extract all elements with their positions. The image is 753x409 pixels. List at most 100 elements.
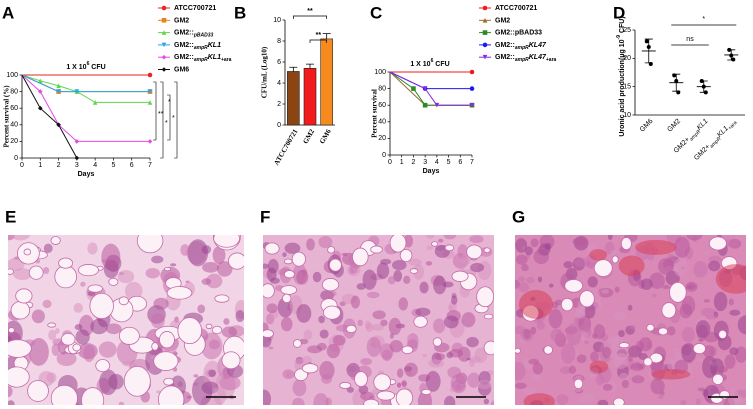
tissue-blob (326, 343, 340, 359)
legend-marker (161, 18, 167, 23)
tissue-blob (515, 254, 528, 265)
marker (92, 100, 98, 105)
series-line (21, 74, 78, 159)
alveolar-space (8, 366, 30, 388)
tissue-blob (566, 323, 582, 346)
alveolar-space (87, 284, 103, 293)
y-axis-label-part: CFU) (619, 16, 626, 35)
x-tick-label: GM6 (639, 118, 655, 134)
tissue-blob (443, 315, 459, 329)
data-point (674, 79, 679, 83)
tissue-blob (380, 319, 388, 327)
tissue-blob (170, 263, 177, 267)
tissue-blob (526, 276, 535, 284)
legend-marker (161, 67, 167, 72)
alveolar-space (401, 345, 414, 355)
tissue-blob (105, 323, 122, 335)
tissue-blob (474, 347, 488, 363)
y-tick-label: 15 (623, 84, 631, 91)
chart-title-part: CFU (433, 61, 449, 68)
legend-label: GM2::ampRKL1+ara (174, 54, 232, 63)
tissue-blob (561, 343, 576, 364)
panel-letter: B (234, 3, 246, 22)
x-tick-label: 6 (458, 159, 462, 166)
tissue-blob (282, 369, 295, 380)
y-tick-label: 60 (378, 102, 386, 109)
alveolar-space (466, 244, 483, 260)
marker (411, 86, 416, 91)
alveolar-space (50, 236, 61, 245)
alveolar-space (483, 313, 494, 320)
alveolar-space (214, 294, 230, 303)
tissue-blob (201, 278, 212, 285)
tissue-blob (469, 235, 484, 244)
alveolar-space (708, 236, 727, 251)
alveolar-space (476, 286, 494, 308)
tissue-blob (532, 362, 543, 375)
significance-bracket (153, 81, 157, 141)
tissue-blob (708, 260, 721, 272)
tissue-blob (703, 251, 710, 256)
tissue-blob (658, 258, 674, 275)
legend-label: GM6 (174, 66, 189, 73)
tissue-blob (54, 327, 60, 334)
legend-marker (161, 30, 167, 35)
alveolar-space (23, 248, 32, 256)
tissue-blob (117, 269, 135, 284)
tissue-blob (619, 372, 629, 381)
alveolar-space (81, 387, 105, 405)
legend-label-part: KL1 (208, 42, 221, 49)
chart-title-part: CFU (89, 64, 105, 71)
tissue-blob (523, 328, 531, 340)
alveolar-space (354, 371, 368, 388)
alveolar-space (323, 305, 341, 320)
tissue-blob (657, 394, 664, 399)
x-tick-label: 6 (130, 162, 134, 169)
alveolar-space (560, 297, 574, 312)
tissue-blob (536, 320, 545, 331)
data-point (699, 79, 704, 83)
marker (469, 102, 475, 108)
tissue-blob (187, 239, 209, 267)
tissue-blob (280, 317, 293, 332)
alveolar-space (8, 339, 32, 358)
error-bar (306, 63, 314, 69)
tissue-blob (284, 242, 301, 254)
legend-label-part: ampR (515, 58, 529, 64)
alveolar-space (515, 348, 522, 354)
x-tick-label: 3 (423, 159, 427, 166)
alveolar-space (431, 241, 439, 247)
alveolar-space (136, 235, 164, 254)
tissue-blob (640, 278, 653, 290)
alveolar-space (573, 378, 584, 390)
data-point (731, 57, 736, 62)
tissue-blob (156, 390, 161, 394)
tissue-blob (483, 398, 490, 405)
tissue-blob (685, 296, 691, 303)
alveolar-space (163, 377, 175, 386)
tissue-blob (223, 318, 230, 325)
tissue-blob (87, 242, 98, 255)
tissue-blob (652, 293, 657, 298)
alveolar-space (28, 265, 44, 280)
tissue-blob (56, 351, 77, 367)
tissue-blob (686, 235, 703, 241)
tissue-blob (145, 268, 160, 279)
tissue-blob (213, 386, 227, 405)
tissue-blob (470, 262, 485, 273)
tissue-blob (398, 297, 409, 311)
tissue-blob (563, 261, 573, 269)
alveolar-space (661, 302, 677, 319)
alveolar-space (611, 255, 619, 264)
tissue-blob (389, 340, 403, 353)
tissue-blob (614, 286, 620, 293)
chart-title: 1 X 106 CFU (66, 61, 105, 71)
significance-label: * (172, 115, 175, 122)
tissue-blob (518, 282, 530, 293)
panel-letter: E (5, 207, 16, 226)
x-tick-label: GM2 (666, 118, 682, 134)
panel-letter: A (2, 3, 14, 22)
x-tick-label: 7 (470, 159, 474, 166)
marker (434, 102, 440, 108)
significance-label: ns (686, 36, 694, 43)
